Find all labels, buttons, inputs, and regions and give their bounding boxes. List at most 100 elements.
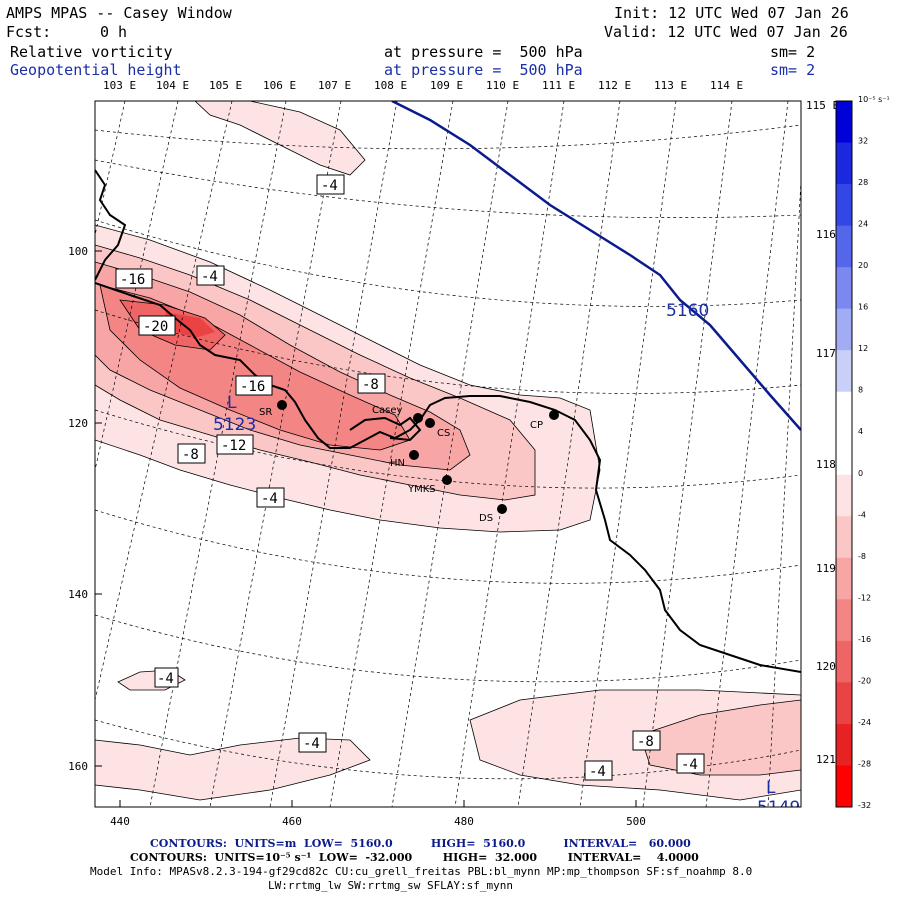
colorbar-swatch bbox=[836, 267, 852, 310]
station-marker-casey bbox=[413, 413, 423, 423]
contour-label: -12 bbox=[221, 438, 246, 454]
contour-label: -16 bbox=[240, 379, 265, 395]
vorticity-contour-info: CONTOURS: UNITS=10⁻⁵ s⁻¹ LOW= -32.000 HI… bbox=[130, 851, 699, 864]
colorbar-tick-label: 0 bbox=[858, 469, 863, 478]
model-info: Model Info: MPASv8.2.3-194-gf29cd82c CU:… bbox=[90, 865, 753, 878]
top-longitude-labels: 103 E 104 E 105 E 106 E 107 E 108 E 109 … bbox=[103, 79, 743, 92]
colorbar-swatch bbox=[836, 474, 852, 517]
station-label-ds: DS bbox=[479, 513, 493, 524]
colorbar-tick-label: -8 bbox=[858, 552, 866, 561]
height-label-5160: 5160 bbox=[666, 301, 709, 321]
contour-label: -4 bbox=[157, 671, 174, 687]
field1-name: Relative vorticity bbox=[10, 43, 173, 61]
lon-label: 113 E bbox=[654, 79, 687, 92]
colorbar-swatch bbox=[836, 433, 852, 476]
field2-smoothing: sm= 2 bbox=[770, 61, 816, 79]
colorbar-unit-label: 10⁻⁵ s⁻¹ bbox=[858, 95, 890, 104]
colorbar-tick-label: 28 bbox=[858, 178, 868, 187]
contour-label: -4 bbox=[261, 491, 278, 507]
contour-label: -20 bbox=[143, 319, 168, 335]
contour-label: -4 bbox=[589, 764, 606, 780]
geopotential-5160-line bbox=[391, 101, 801, 431]
station-label-hn: HN bbox=[390, 458, 405, 469]
station-marker-ymks bbox=[442, 475, 452, 485]
height-contour-info: CONTOURS: UNITS=m LOW= 5160.0 HIGH= 5160… bbox=[150, 837, 691, 850]
station-label-cp: CP bbox=[530, 420, 543, 431]
chart-title: AMPS MPAS -- Casey Window bbox=[6, 4, 232, 22]
colorbar-swatch bbox=[836, 101, 852, 144]
lon-label: 106 E bbox=[263, 79, 296, 92]
lon-label: 110 E bbox=[486, 79, 519, 92]
colorbar-swatch bbox=[836, 142, 852, 185]
colorbar-swatch bbox=[836, 391, 852, 434]
colorbar-tick-label: -28 bbox=[858, 759, 871, 768]
colorbar-tick-label: -24 bbox=[858, 718, 871, 727]
stations bbox=[277, 400, 559, 514]
station-marker-cs bbox=[425, 418, 435, 428]
colorbar-swatch bbox=[836, 184, 852, 227]
axis-tick-labels: 440 460 480 500 100 120 140 160 bbox=[68, 245, 646, 828]
lon-label: 108 E bbox=[374, 79, 407, 92]
lon-label: 103 E bbox=[103, 79, 136, 92]
lon-label: 111 E bbox=[542, 79, 575, 92]
colorbar-swatch bbox=[836, 516, 852, 559]
y-tick-label: 160 bbox=[68, 760, 88, 773]
contour-label: -4 bbox=[303, 736, 320, 752]
colorbar-tick-label: -4 bbox=[858, 510, 866, 519]
y-tick-label: 120 bbox=[68, 417, 88, 430]
coastline bbox=[95, 169, 801, 673]
station-label-cs: CS bbox=[437, 428, 450, 439]
lon-label: 112 E bbox=[598, 79, 631, 92]
colorbar-swatch bbox=[836, 308, 852, 351]
colorbar-tick-label: 16 bbox=[858, 303, 868, 312]
colorbar-swatch bbox=[836, 557, 852, 600]
contour-label: -4 bbox=[681, 757, 698, 773]
colorbar-swatch bbox=[836, 640, 852, 683]
colorbar-tick-label: -16 bbox=[858, 635, 871, 644]
station-marker-sr bbox=[277, 400, 287, 410]
forecast-hour: 0 h bbox=[100, 23, 128, 41]
y-tick-label: 140 bbox=[68, 588, 88, 601]
contour-label: -4 bbox=[201, 269, 218, 285]
colorbar-swatch bbox=[836, 723, 852, 766]
station-label-ymks: YMKS bbox=[407, 484, 436, 495]
contour-labels: -4 -16 -4 -20 -16 -8 -8 -12 -4 -4 -4 -8 … bbox=[115, 174, 705, 781]
colorbar-swatch bbox=[836, 225, 852, 268]
height-label-low-center: 5123 bbox=[213, 415, 256, 435]
colorbar-tick-label: -20 bbox=[858, 676, 871, 685]
colorbar: 32 28 24 20 16 12 8 4 0 -4 -8 -12 -16 -20 -24 -28 -32 bbox=[835, 100, 871, 810]
station-marker-cp bbox=[549, 410, 559, 420]
contour-label: -8 bbox=[182, 447, 199, 463]
x-tick-label: 500 bbox=[626, 815, 646, 828]
colorbar-swatch bbox=[836, 765, 852, 808]
lon-label: 115 E bbox=[806, 99, 839, 112]
init-time: Init: 12 UTC Wed 07 Jan 26 bbox=[614, 4, 849, 22]
colorbar-tick-label: 8 bbox=[858, 386, 863, 395]
forecast-label: Fcst: bbox=[6, 23, 52, 41]
colorbar-tick-label: 32 bbox=[858, 137, 868, 146]
height-labels: 5160 L 5123 L 5149 bbox=[213, 301, 800, 807]
colorbar-frame bbox=[835, 100, 853, 808]
y-tick-label: 100 bbox=[68, 245, 88, 258]
contour-label: -8 bbox=[637, 734, 654, 750]
colorbar-tick-label: 4 bbox=[858, 427, 863, 436]
colorbar-swatch bbox=[836, 350, 852, 393]
x-tick-label: 460 bbox=[282, 815, 302, 828]
x-tick-label: 480 bbox=[454, 815, 474, 828]
lon-label: 104 E bbox=[156, 79, 189, 92]
lon-label: 105 E bbox=[209, 79, 242, 92]
x-tick-label: 440 bbox=[110, 815, 130, 828]
valid-time: Valid: 12 UTC Wed 07 Jan 26 bbox=[604, 23, 848, 41]
field2-level: at pressure = 500 hPa bbox=[384, 61, 583, 79]
station-labels: SR Casey CS CP HN YMKS DS bbox=[259, 405, 543, 524]
contour-label: -8 bbox=[362, 377, 379, 393]
station-label-casey: Casey bbox=[372, 405, 402, 416]
station-marker-ds bbox=[497, 504, 507, 514]
colorbar-tick-label: 24 bbox=[858, 220, 868, 229]
low-marker: L bbox=[227, 393, 237, 413]
field1-level: at pressure = 500 hPa bbox=[384, 43, 583, 61]
lon-label: 114 E bbox=[710, 79, 743, 92]
contour-label: -4 bbox=[321, 178, 338, 194]
lon-label: 109 E bbox=[430, 79, 463, 92]
